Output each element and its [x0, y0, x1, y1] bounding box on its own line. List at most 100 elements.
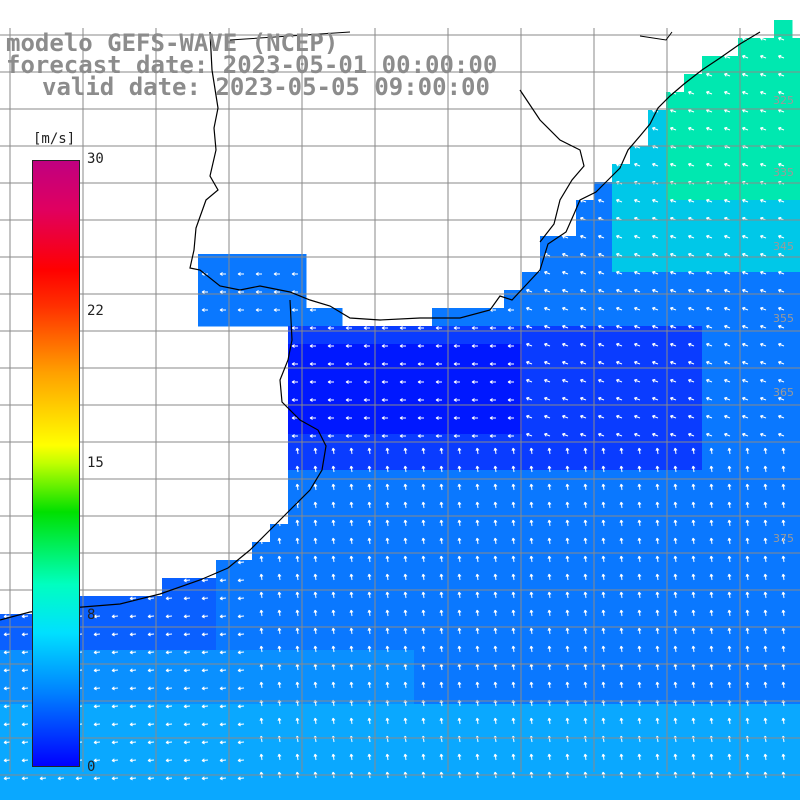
- wind-arrow: [165, 758, 173, 763]
- ocean-cell: [396, 416, 415, 435]
- ocean-cell: [684, 290, 703, 309]
- wind-arrow: [183, 668, 191, 673]
- ocean-cell: [720, 704, 739, 723]
- ocean-cell: [612, 308, 631, 327]
- ocean-cell: [720, 452, 739, 471]
- wind-arrow: [583, 609, 588, 617]
- wind-arrow: [691, 465, 696, 473]
- wind-arrow: [349, 591, 354, 599]
- wind-arrow: [601, 537, 606, 545]
- wind-arrow: [706, 126, 713, 131]
- ocean-cell: [774, 290, 793, 309]
- wind-arrow: [345, 380, 352, 384]
- wind-arrow: [670, 198, 677, 203]
- ocean-cell: [612, 488, 631, 507]
- wind-arrow: [457, 447, 462, 455]
- wind-arrow: [616, 414, 623, 419]
- wind-arrow: [295, 645, 300, 653]
- ocean-cell: [702, 272, 721, 291]
- wind-arrow: [3, 758, 11, 763]
- wind-arrow: [457, 501, 462, 509]
- ocean-cell: [252, 596, 271, 615]
- ocean-cell: [468, 668, 487, 687]
- ocean-cell: [522, 524, 541, 543]
- ocean-cell: [774, 596, 793, 615]
- ocean-cell: [792, 668, 800, 687]
- ocean-cell: [792, 290, 800, 309]
- wind-arrow: [75, 776, 83, 781]
- wind-arrow: [39, 776, 47, 781]
- colorbar-tick-30: 30: [87, 151, 104, 167]
- ocean-cell: [162, 758, 181, 777]
- wind-arrow: [745, 717, 750, 725]
- ocean-cell: [666, 794, 685, 800]
- ocean-cell: [576, 668, 595, 687]
- ocean-cell: [702, 128, 721, 147]
- wind-arrow: [475, 555, 480, 563]
- wind-arrow: [367, 465, 372, 473]
- wind-arrow: [331, 501, 336, 509]
- wind-arrow: [237, 668, 245, 673]
- ocean-cell: [486, 704, 505, 723]
- wind-arrow: [439, 465, 444, 473]
- ocean-cell: [738, 164, 757, 183]
- ocean-cell: [180, 794, 199, 800]
- wind-arrow: [367, 501, 372, 509]
- ocean-cell: [18, 614, 37, 633]
- ocean-cell: [486, 434, 505, 453]
- wind-arrow: [313, 591, 318, 599]
- wind-arrow: [381, 398, 388, 402]
- ocean-cell: [738, 200, 757, 219]
- wind-arrow: [295, 519, 300, 527]
- wind-arrow: [435, 326, 442, 330]
- wind-arrow: [147, 686, 155, 691]
- wind-arrow: [619, 465, 624, 473]
- ocean-cell: [0, 740, 19, 759]
- wind-arrow: [295, 447, 300, 455]
- ocean-cell: [648, 524, 667, 543]
- ocean-cell: [198, 668, 217, 687]
- ocean-cell: [648, 506, 667, 525]
- wind-arrow: [457, 537, 462, 545]
- wind-arrow: [724, 252, 731, 257]
- ocean-cell: [324, 506, 343, 525]
- ocean-cell: [342, 578, 361, 597]
- ocean-cell: [90, 722, 109, 741]
- wind-arrow: [670, 342, 677, 347]
- ocean-cell: [612, 506, 631, 525]
- wind-arrow: [634, 360, 641, 365]
- ocean-cell: [306, 794, 325, 800]
- ocean-cell: [738, 488, 757, 507]
- ocean-cell: [126, 650, 145, 669]
- wind-arrow: [349, 573, 354, 581]
- wind-arrow: [616, 306, 623, 311]
- wind-arrow: [727, 717, 732, 725]
- wind-arrow: [688, 252, 695, 257]
- wind-arrow: [619, 591, 624, 599]
- wind-arrow: [471, 344, 478, 348]
- wind-arrow: [526, 342, 533, 347]
- wind-arrow: [526, 396, 533, 401]
- wind-arrow: [583, 717, 588, 725]
- wind-arrow: [691, 717, 696, 725]
- wind-arrow: [471, 362, 478, 366]
- wind-arrow: [277, 555, 282, 563]
- wind-arrow: [655, 681, 660, 689]
- wind-arrow: [670, 306, 677, 311]
- ocean-cell: [558, 668, 577, 687]
- ocean-cell: [792, 650, 800, 669]
- ocean-cell: [702, 92, 721, 111]
- ocean-cell: [612, 668, 631, 687]
- ocean-cell: [162, 740, 181, 759]
- ocean-cell: [576, 326, 595, 345]
- ocean-cell: [414, 686, 433, 705]
- wind-arrow: [601, 573, 606, 581]
- ocean-cell: [252, 758, 271, 777]
- wind-arrow: [526, 360, 533, 365]
- ocean-cell: [630, 290, 649, 309]
- wind-arrow: [583, 753, 588, 761]
- ocean-cell: [756, 452, 775, 471]
- wind-arrow: [399, 398, 406, 402]
- ocean-cell: [522, 758, 541, 777]
- ocean-cell: [702, 326, 721, 345]
